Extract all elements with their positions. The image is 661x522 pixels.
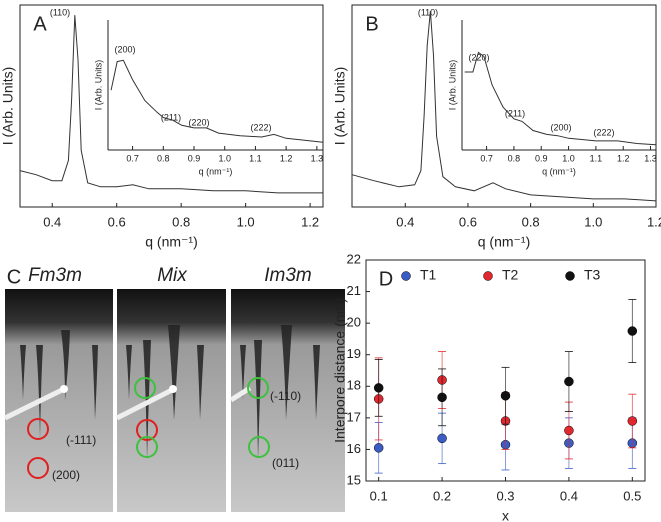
x-tick-label: 0.3: [496, 488, 514, 503]
legend-label: T1: [420, 267, 437, 283]
legend-label: T3: [584, 267, 601, 283]
peak-label: (222): [593, 127, 614, 137]
peak-label: (200): [114, 44, 135, 54]
x-tick-label: 1.0: [562, 153, 575, 163]
point: [500, 391, 511, 401]
y-tick-label: 16: [347, 441, 361, 456]
line: [19, 15, 323, 194]
peak-label: (200): [550, 122, 571, 132]
x-tick-label: 0.5: [623, 488, 641, 503]
peak-label: (222): [250, 122, 271, 132]
y-tick-label: 15: [347, 472, 361, 487]
y-tick-label: 18: [347, 378, 361, 393]
y-tick-label: 21: [347, 283, 361, 298]
image-panel: C Fm3m Mix Im3m (-111) (200) (-110) (011…: [3, 265, 345, 512]
x-tick-label: 0.9: [188, 153, 201, 163]
y-axis-title: I (Arb. Units): [0, 67, 16, 146]
x-tick-label: 0.7: [126, 153, 139, 163]
x-tick-label: 1.0: [218, 153, 231, 163]
point: [437, 433, 447, 444]
point: [373, 383, 384, 393]
point: [437, 392, 447, 403]
point: [564, 425, 574, 436]
peak-label: (211): [161, 112, 181, 122]
x-tick-label: 0.7: [480, 153, 493, 163]
legend-swatch: [401, 271, 411, 281]
plot-frame: [19, 4, 324, 208]
peak-label: (220): [468, 52, 489, 62]
spot-label: (200): [52, 468, 80, 482]
x-tick-label: 1.2: [617, 153, 630, 163]
x-axis-title: q (nm⁻¹): [542, 166, 576, 176]
x-axis-title: q (nm⁻¹): [145, 234, 198, 250]
beam-stop: [3, 385, 252, 421]
spot-markers: [27, 377, 270, 479]
x-tick-label: 1.1: [249, 153, 262, 163]
point: [627, 416, 638, 426]
point: [373, 443, 384, 453]
spot-label: (-110): [270, 389, 301, 403]
x-tick-label: 1.3: [311, 153, 324, 163]
peak-label: (220): [188, 117, 209, 127]
x-tick-label: 1.0: [584, 214, 602, 229]
x-tick-label: 0.8: [157, 153, 170, 163]
plot-frame: [351, 4, 657, 208]
x-tick-label: 1.0: [237, 214, 255, 229]
peak-label: (110): [418, 7, 438, 17]
x-tick-label: 0.6: [108, 214, 126, 229]
x-axis-title: x: [502, 508, 509, 522]
y-tick-label: 19: [347, 346, 361, 361]
panel-label: A: [33, 13, 47, 35]
y-axis-title: I (Arb. Units): [332, 67, 348, 146]
y-axis-title: Interpore distance (nm): [332, 298, 348, 443]
y-axis-title: I (Arb. Units): [93, 60, 103, 111]
x-tick-label: 0.6: [459, 214, 477, 229]
column-title: Mix: [157, 265, 188, 286]
legend-swatch: [565, 271, 575, 281]
x-tick-label: 0.4: [560, 488, 578, 503]
x-tick-label: 0.9: [535, 153, 548, 163]
legend-label: T2: [502, 267, 519, 283]
panel-label: D: [379, 268, 393, 290]
x-tick-label: 0.1: [370, 488, 388, 503]
x-axis-title: q (nm⁻¹): [199, 166, 233, 176]
beam-center: [60, 385, 177, 393]
x-tick-label: 1.3: [644, 153, 657, 163]
line: [351, 11, 657, 202]
y-tick-label: 20: [347, 315, 361, 330]
x-tick-label: 1.2: [647, 214, 661, 229]
peak-label: (110): [50, 7, 70, 17]
x-tick-label: 0.8: [522, 214, 540, 229]
x-tick-label: 1.2: [301, 214, 319, 229]
y-axis-title: I (Arb. Units): [447, 60, 457, 111]
column-title: Fm3m: [28, 265, 82, 286]
x-tick-label: 1.2: [280, 153, 293, 163]
x-tick-label: 0.8: [172, 214, 190, 229]
line: [464, 51, 657, 146]
spot-label: (011): [272, 456, 299, 470]
x-tick-label: 0.4: [396, 214, 414, 229]
panel-label: C: [7, 266, 21, 288]
x-tick-label: 1.1: [590, 153, 603, 163]
x-tick-label: 0.2: [433, 488, 451, 503]
spot-label: (-111): [66, 433, 96, 447]
peak-label: (211): [505, 108, 525, 118]
x-tick-label: 0.8: [508, 153, 521, 163]
y-tick-label: 22: [347, 251, 361, 266]
point: [564, 376, 574, 387]
x-axis-title: q (nm⁻¹): [478, 234, 531, 250]
y-tick-label: 17: [347, 409, 361, 424]
point: [627, 326, 638, 336]
panel-label: B: [365, 13, 378, 35]
line: [110, 59, 324, 143]
legend-swatch: [483, 271, 493, 281]
x-tick-label: 0.4: [43, 214, 61, 229]
panel-label-box: [6, 266, 23, 288]
column-title: Im3m: [264, 265, 312, 286]
saxs-image: [117, 289, 226, 512]
